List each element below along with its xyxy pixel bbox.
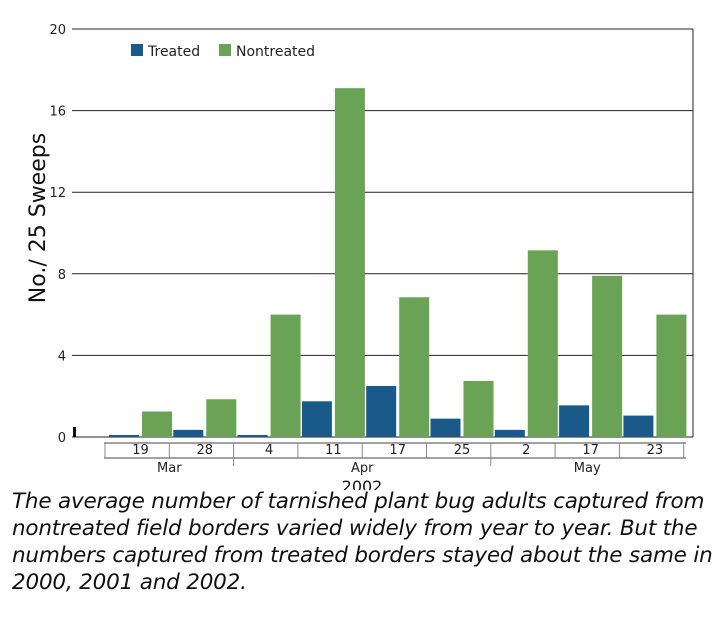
legend-label-nontreated: Nontreated	[236, 44, 315, 60]
bar-chart: 0 4 8 12 16 20 No./ 25 Sweeps 19 28 4 11 17 25 2 17 23 M…	[26, 23, 694, 490]
bar-nontreated-1	[206, 399, 237, 437]
bar-nontreated-7	[592, 275, 623, 437]
bar-nontreated-4	[399, 297, 430, 437]
y-tick-label: 12	[49, 186, 66, 201]
bar-treated-7	[559, 405, 590, 437]
y-tick-label: 0	[58, 431, 66, 446]
bar-treated-1	[173, 429, 204, 437]
axis-corner-mark	[73, 427, 76, 437]
x-tick-label: 4	[265, 443, 273, 458]
x-tick-label: 28	[197, 443, 214, 458]
x-axis-title: 2002	[342, 477, 383, 490]
legend-swatch-treated	[131, 44, 143, 56]
y-tick-label: 4	[58, 349, 66, 364]
bar-nontreated-8	[656, 314, 687, 437]
month-label: Apr	[351, 461, 374, 476]
y-tick-label: 16	[49, 105, 66, 120]
bar-treated-3	[301, 401, 332, 437]
y-tick-label: 8	[58, 268, 66, 283]
bar-treated-4	[366, 386, 397, 437]
bar-nontreated-6	[527, 250, 558, 437]
figure-caption: The average number of tarnished plant bu…	[12, 489, 713, 595]
bar-treated-6	[494, 429, 525, 437]
x-tick-label: 25	[454, 443, 471, 458]
y-tick-label: 20	[49, 23, 66, 38]
bar-treated-5	[430, 418, 461, 437]
x-tick-label: 11	[325, 443, 342, 458]
bar-nontreated-2	[270, 314, 301, 437]
x-tick-label: 19	[132, 443, 149, 458]
bar-treated-8	[623, 415, 654, 437]
month-label: Mar	[157, 461, 182, 476]
bar-nontreated-3	[334, 88, 365, 437]
bar-nontreated-5	[463, 380, 494, 437]
legend-label-treated: Treated	[147, 44, 200, 60]
y-axis-title: No./ 25 Sweeps	[26, 133, 51, 303]
legend-swatch-nontreated	[219, 44, 231, 56]
x-tick-label: 17	[582, 443, 599, 458]
x-tick-label: 2	[522, 443, 530, 458]
x-tick-label: 23	[647, 443, 664, 458]
month-label: May	[574, 461, 601, 476]
x-tick-label: 17	[389, 443, 406, 458]
bar-nontreated-0	[142, 411, 172, 437]
bar-treated-2	[237, 434, 268, 437]
bar-treated-0	[109, 434, 139, 437]
